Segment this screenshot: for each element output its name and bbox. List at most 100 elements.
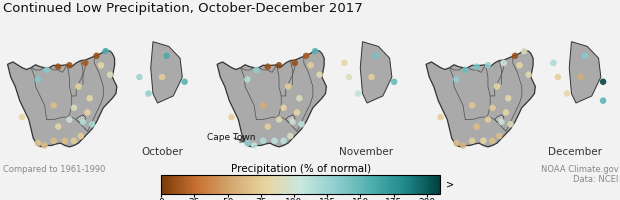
Point (290, 61, 299, 65)
Point (17, 116, 27, 119)
Point (242, 142, 252, 145)
Point (598, 80, 608, 83)
Point (580, 54, 590, 57)
Point (135, 75, 144, 79)
Point (467, 139, 477, 142)
Point (278, 106, 288, 109)
Point (162, 54, 172, 57)
Point (353, 92, 363, 95)
Point (40, 144, 50, 147)
Title: Precipitation (% of normal): Precipitation (% of normal) (231, 164, 371, 174)
Point (64, 64, 74, 67)
Text: December: December (548, 147, 602, 157)
Point (472, 125, 482, 128)
Point (505, 123, 515, 126)
Text: Continued Low Precipitation, October-December 2017: Continued Low Precipitation, October-Dec… (3, 2, 363, 15)
Point (292, 111, 302, 114)
Point (42, 68, 52, 72)
Text: NOAA Climate.gov
Data: NCEI: NOAA Climate.gov Data: NCEI (541, 165, 619, 184)
Point (344, 75, 354, 79)
Point (340, 61, 350, 65)
Point (226, 116, 236, 119)
Point (96, 64, 106, 67)
Point (48, 139, 58, 142)
Point (483, 64, 493, 67)
Point (100, 50, 110, 53)
Point (285, 134, 295, 138)
Point (33, 142, 43, 145)
Point (451, 78, 461, 81)
Point (472, 65, 482, 68)
Point (283, 85, 293, 88)
Point (553, 75, 563, 79)
Point (105, 73, 115, 76)
Point (242, 78, 252, 81)
Point (301, 54, 311, 57)
Point (258, 139, 268, 142)
Point (76, 134, 86, 138)
Point (64, 118, 74, 121)
Point (296, 123, 306, 126)
Point (274, 118, 284, 121)
Point (306, 64, 316, 67)
Point (371, 54, 381, 57)
Text: Compared to 1961-1990: Compared to 1961-1990 (3, 165, 105, 174)
Point (510, 54, 520, 57)
Point (515, 64, 525, 67)
Point (143, 92, 153, 95)
Point (524, 73, 534, 76)
Point (53, 65, 63, 68)
Point (487, 139, 497, 142)
Point (69, 106, 79, 109)
Point (274, 64, 284, 67)
Point (549, 61, 559, 65)
Polygon shape (360, 42, 392, 103)
Polygon shape (217, 50, 326, 147)
Point (519, 50, 529, 53)
Point (252, 68, 262, 72)
Point (74, 85, 84, 88)
Point (562, 92, 572, 95)
Point (315, 73, 325, 76)
Point (494, 134, 504, 138)
Text: October: October (142, 147, 184, 157)
Point (575, 75, 585, 79)
Point (87, 123, 97, 126)
Point (435, 116, 445, 119)
Point (157, 75, 167, 79)
Point (48, 104, 58, 107)
Point (487, 106, 497, 109)
Point (60, 139, 70, 142)
Point (92, 54, 102, 57)
Point (288, 120, 298, 123)
Point (497, 120, 507, 123)
Point (451, 142, 461, 145)
Polygon shape (569, 42, 601, 103)
Point (258, 104, 268, 107)
Polygon shape (495, 115, 503, 124)
Text: Cape Town: Cape Town (207, 133, 255, 142)
Point (483, 118, 493, 121)
Point (492, 85, 502, 88)
Point (389, 80, 399, 83)
Point (80, 61, 90, 65)
Point (249, 144, 259, 147)
Polygon shape (426, 50, 535, 147)
Point (501, 111, 511, 114)
Polygon shape (286, 115, 294, 124)
Text: November: November (339, 147, 393, 157)
Point (278, 139, 288, 142)
Point (467, 104, 477, 107)
Point (85, 97, 95, 100)
Text: >: > (446, 180, 454, 190)
Point (53, 125, 63, 128)
Point (461, 68, 471, 72)
Polygon shape (151, 42, 182, 103)
Point (503, 97, 513, 100)
Point (310, 50, 320, 53)
Point (270, 139, 280, 142)
Point (598, 99, 608, 102)
Point (33, 78, 43, 81)
Point (263, 125, 273, 128)
Polygon shape (76, 115, 85, 124)
